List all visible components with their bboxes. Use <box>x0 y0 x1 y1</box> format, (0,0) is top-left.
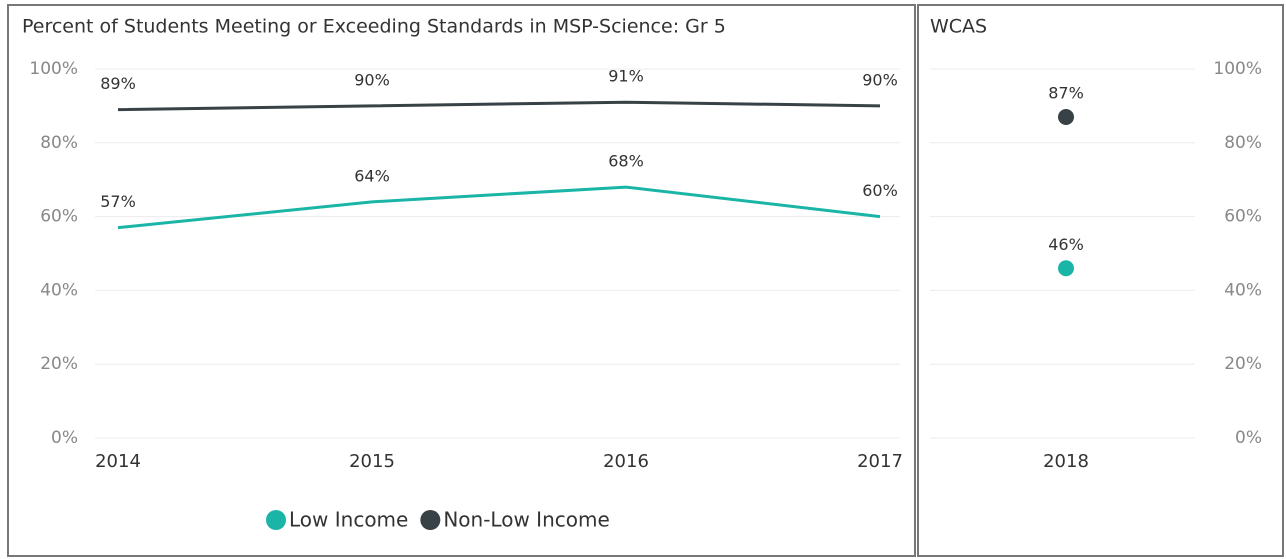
line <box>117 100 881 112</box>
data-label: 90% <box>862 70 898 89</box>
data-label: 90% <box>354 70 390 89</box>
y-tick-label: 80% <box>40 133 78 153</box>
data-label: 89% <box>100 74 136 93</box>
x-tick-label: 2018 <box>1043 451 1089 472</box>
y-tick-label: 40% <box>40 280 78 300</box>
chart-title: Percent of Students Meeting or Exceeding… <box>22 16 726 38</box>
data-label: 57% <box>100 192 136 211</box>
x-tick-label: 2014 <box>95 451 141 472</box>
y-tick-label: 60% <box>1224 207 1262 227</box>
legend-marker <box>266 510 286 530</box>
x-tick-label: 2016 <box>603 451 649 472</box>
dot <box>1058 108 1074 125</box>
data-label: 68% <box>608 152 644 171</box>
y-tick-label: 80% <box>1224 133 1262 153</box>
y-tick-label: 20% <box>40 354 78 374</box>
y-tick-label: 20% <box>1224 354 1262 374</box>
y-tick-label: 100% <box>1213 59 1262 79</box>
y-tick-label: 100% <box>29 59 78 79</box>
legend-label: Non-Low Income <box>443 508 609 532</box>
y-tick-label: 0% <box>51 428 78 448</box>
y-tick-label: 60% <box>40 207 78 227</box>
x-tick-label: 2017 <box>857 451 903 472</box>
x-tick-label: 2015 <box>349 451 395 472</box>
panel <box>7 4 916 557</box>
dot <box>1058 260 1074 277</box>
legend-marker <box>420 510 441 530</box>
data-label: 46% <box>1048 235 1084 254</box>
line <box>117 185 881 230</box>
panel <box>917 4 1284 557</box>
data-label: 87% <box>1048 83 1084 102</box>
data-label: 64% <box>354 166 390 185</box>
y-tick-label: 40% <box>1224 280 1262 300</box>
data-label: 91% <box>608 67 644 86</box>
y-tick-label: 0% <box>1235 428 1262 448</box>
legend-label: Low Income <box>289 508 408 532</box>
data-label: 60% <box>862 181 898 200</box>
chart-title: WCAS <box>930 16 987 38</box>
